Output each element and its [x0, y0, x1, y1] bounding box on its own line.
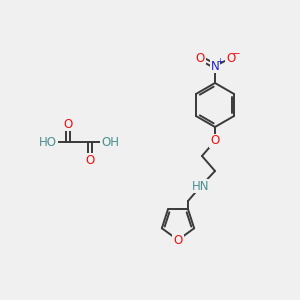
- Text: HN: HN: [192, 179, 210, 193]
- Text: O: O: [210, 134, 220, 148]
- Text: O: O: [85, 154, 94, 166]
- Text: O: O: [173, 233, 183, 247]
- Text: OH: OH: [101, 136, 119, 148]
- Text: O: O: [63, 118, 73, 130]
- Text: O: O: [226, 52, 236, 64]
- Text: N: N: [211, 59, 219, 73]
- Text: −: −: [232, 49, 241, 59]
- Text: +: +: [216, 56, 223, 65]
- Text: O: O: [195, 52, 205, 64]
- Text: HO: HO: [39, 136, 57, 148]
